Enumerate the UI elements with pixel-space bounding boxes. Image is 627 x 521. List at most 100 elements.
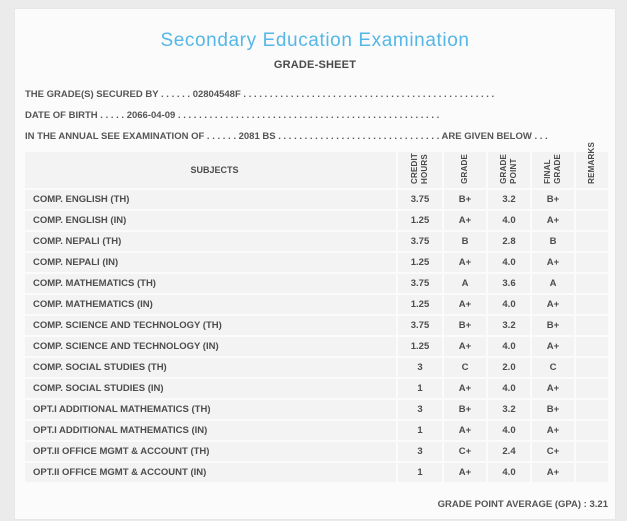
subject-cell: COMP. NEPALI (IN) bbox=[25, 253, 396, 272]
remarks-cell bbox=[576, 274, 608, 293]
table-row: OPT.I ADDITIONAL MATHEMATICS (TH) 3 B+ 3… bbox=[25, 400, 608, 419]
column-header-grade-point: GRADE POINT bbox=[488, 152, 530, 188]
credit-hours-cell: 3 bbox=[398, 442, 442, 461]
exam-year-line: IN THE ANNUAL SEE EXAMINATION OF . . . .… bbox=[25, 126, 606, 147]
grade-point-cell: 3.2 bbox=[488, 190, 530, 209]
grade-point-cell: 4.0 bbox=[488, 337, 530, 356]
remarks-cell bbox=[576, 400, 608, 419]
grade-cell: A+ bbox=[444, 379, 486, 398]
dots: . . . . . . . . . . . . . . . . . . . . … bbox=[243, 89, 495, 100]
subject-cell: COMP. NEPALI (TH) bbox=[25, 232, 396, 251]
final-grade-cell: B+ bbox=[532, 190, 574, 209]
grade-point-cell: 3.2 bbox=[488, 400, 530, 419]
page-title: Secondary Education Examination bbox=[160, 30, 470, 51]
dots: . . . . . . bbox=[161, 89, 191, 100]
final-grade-cell: A+ bbox=[532, 463, 574, 482]
credit-hours-cell: 3.75 bbox=[398, 274, 442, 293]
subject-cell: OPT.I ADDITIONAL MATHEMATICS (TH) bbox=[25, 400, 396, 419]
credit-hours-cell: 1.25 bbox=[398, 337, 442, 356]
credit-hours-cell: 3.75 bbox=[398, 316, 442, 335]
exam-year-label: IN THE ANNUAL SEE EXAMINATION OF bbox=[25, 131, 205, 142]
grade-table-body: COMP. ENGLISH (TH) 3.75 B+ 3.2 B+ COMP. … bbox=[25, 190, 608, 482]
dots: . . . . . bbox=[100, 110, 125, 121]
grade-cell: B+ bbox=[444, 316, 486, 335]
grades-secured-by-label: THE GRADE(S) SECURED BY bbox=[25, 89, 159, 100]
credit-hours-cell: 1.25 bbox=[398, 211, 442, 230]
grade-point-cell: 2.0 bbox=[488, 358, 530, 377]
credit-hours-cell: 3.75 bbox=[398, 232, 442, 251]
column-header-subjects: SUBJECTS bbox=[25, 152, 396, 188]
grade-cell: B+ bbox=[444, 190, 486, 209]
table-row: COMP. ENGLISH (IN) 1.25 A+ 4.0 A+ bbox=[25, 211, 608, 230]
subject-cell: COMP. ENGLISH (TH) bbox=[25, 190, 396, 209]
table-row: OPT.II OFFICE MGMT & ACCOUNT (TH) 3 C+ 2… bbox=[25, 442, 608, 461]
final-grade-cell: A+ bbox=[532, 211, 574, 230]
grade-point-cell: 4.0 bbox=[488, 421, 530, 440]
credit-hours-cell: 3 bbox=[398, 400, 442, 419]
table-row: OPT.II OFFICE MGMT & ACCOUNT (IN) 1 A+ 4… bbox=[25, 463, 608, 482]
credit-hours-cell: 1 bbox=[398, 463, 442, 482]
grade-point-cell: 4.0 bbox=[488, 253, 530, 272]
subject-cell: COMP. MATHEMATICS (TH) bbox=[25, 274, 396, 293]
grade-cell: C+ bbox=[444, 442, 486, 461]
grades-secured-by-line: THE GRADE(S) SECURED BY . . . . . . 0280… bbox=[25, 84, 606, 105]
table-row: COMP. ENGLISH (TH) 3.75 B+ 3.2 B+ bbox=[25, 190, 608, 209]
table-row: COMP. SOCIAL STUDIES (TH) 3 C 2.0 C bbox=[25, 358, 608, 377]
final-grade-cell: A+ bbox=[532, 253, 574, 272]
credit-hours-cell: 3 bbox=[398, 358, 442, 377]
remarks-cell bbox=[576, 211, 608, 230]
gpa-value: 3.21 bbox=[589, 498, 609, 510]
date-of-birth-value: 2066-04-09 bbox=[126, 110, 176, 121]
final-grade-cell: B+ bbox=[532, 316, 574, 335]
final-grade-cell: A bbox=[532, 274, 574, 293]
gpa-label: GRADE POINT AVERAGE (GPA) : bbox=[437, 498, 587, 510]
final-grade-cell: B+ bbox=[532, 400, 574, 419]
dots: . . . . . . . . . . . . . . . . . . . . … bbox=[177, 110, 440, 121]
grade-cell: A bbox=[444, 274, 486, 293]
remarks-cell bbox=[576, 190, 608, 209]
remarks-cell bbox=[576, 379, 608, 398]
remarks-cell bbox=[576, 421, 608, 440]
grade-point-cell: 4.0 bbox=[488, 295, 530, 314]
grade-cell: A+ bbox=[444, 295, 486, 314]
date-of-birth-label: DATE OF BIRTH bbox=[25, 110, 98, 121]
column-header-grade: GRADE bbox=[444, 152, 486, 188]
grade-point-cell: 3.2 bbox=[488, 316, 530, 335]
dots: . . . bbox=[534, 131, 548, 142]
are-given-below-label: ARE GIVEN BELOW bbox=[441, 131, 532, 142]
remarks-cell bbox=[576, 358, 608, 377]
table-row: COMP. MATHEMATICS (IN) 1.25 A+ 4.0 A+ bbox=[25, 295, 608, 314]
grade-point-cell: 3.6 bbox=[488, 274, 530, 293]
subject-cell: OPT.II OFFICE MGMT & ACCOUNT (TH) bbox=[25, 442, 396, 461]
table-row: COMP. NEPALI (TH) 3.75 B 2.8 B bbox=[25, 232, 608, 251]
table-row: OPT.I ADDITIONAL MATHEMATICS (IN) 1 A+ 4… bbox=[25, 421, 608, 440]
dots: . . . . . . bbox=[206, 131, 236, 142]
subject-cell: COMP. SOCIAL STUDIES (TH) bbox=[25, 358, 396, 377]
remarks-cell bbox=[576, 442, 608, 461]
grade-point-cell: 2.8 bbox=[488, 232, 530, 251]
subject-cell: OPT.I ADDITIONAL MATHEMATICS (IN) bbox=[25, 421, 396, 440]
column-header-remarks: REMARKS bbox=[576, 142, 608, 188]
grade-table: SUBJECTS CREDIT HOURS GRADE GRADE POINT … bbox=[25, 142, 608, 482]
grade-sheet-panel: Secondary Education Examination GRADE-SH… bbox=[14, 8, 616, 520]
final-grade-cell: C bbox=[532, 358, 574, 377]
exam-year-value: 2081 BS bbox=[238, 131, 276, 142]
subject-cell: OPT.II OFFICE MGMT & ACCOUNT (IN) bbox=[25, 463, 396, 482]
grade-cell: A+ bbox=[444, 421, 486, 440]
final-grade-cell: C+ bbox=[532, 442, 574, 461]
credit-hours-cell: 3.75 bbox=[398, 190, 442, 209]
candidate-id-value: 02804548F bbox=[192, 89, 241, 100]
credit-hours-cell: 1 bbox=[398, 379, 442, 398]
grade-cell: A+ bbox=[444, 337, 486, 356]
credit-hours-cell: 1.25 bbox=[398, 253, 442, 272]
subject-cell: COMP. MATHEMATICS (IN) bbox=[25, 295, 396, 314]
remarks-cell bbox=[576, 463, 608, 482]
table-row: COMP. MATHEMATICS (TH) 3.75 A 3.6 A bbox=[25, 274, 608, 293]
final-grade-cell: A+ bbox=[532, 421, 574, 440]
dots: . . . . . . . . . . . . . . . . . . . . … bbox=[278, 131, 440, 142]
remarks-cell bbox=[576, 337, 608, 356]
remarks-cell bbox=[576, 253, 608, 272]
subject-cell: COMP. SCIENCE AND TECHNOLOGY (IN) bbox=[25, 337, 396, 356]
subject-cell: COMP. SCIENCE AND TECHNOLOGY (TH) bbox=[25, 316, 396, 335]
subject-cell: COMP. SOCIAL STUDIES (IN) bbox=[25, 379, 396, 398]
